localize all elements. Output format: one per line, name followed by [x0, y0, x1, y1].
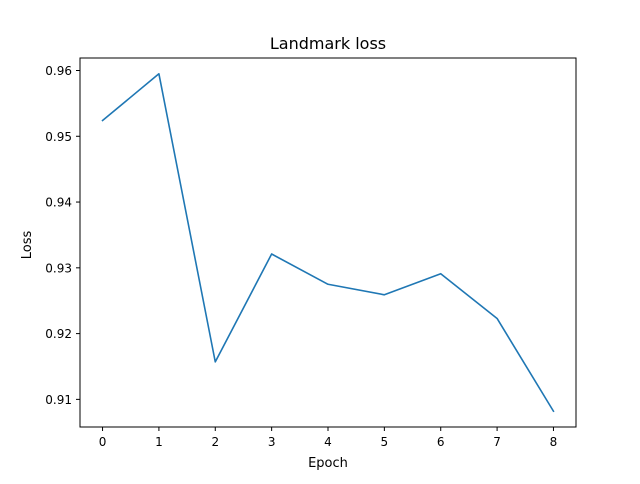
x-tick-label: 0 [99, 435, 107, 449]
x-tick-label: 6 [437, 435, 445, 449]
x-tick-label: 3 [268, 435, 276, 449]
x-tick-label: 2 [211, 435, 219, 449]
y-axis-label: Loss [20, 231, 35, 260]
x-tick-label: 4 [324, 435, 332, 449]
y-tick-label: 0.92 [45, 327, 72, 341]
x-tick-label: 1 [155, 435, 163, 449]
x-axis-label: Epoch [308, 456, 348, 471]
x-tick-label: 5 [381, 435, 389, 449]
chart-title: Landmark loss [270, 34, 386, 53]
x-tick-label: 7 [493, 435, 501, 449]
y-tick-label: 0.91 [45, 393, 72, 407]
y-tick-label: 0.94 [45, 196, 72, 210]
y-tick-label: 0.93 [45, 261, 72, 275]
y-tick-label: 0.96 [45, 64, 72, 78]
x-tick-label: 8 [550, 435, 558, 449]
y-tick-label: 0.95 [45, 130, 72, 144]
